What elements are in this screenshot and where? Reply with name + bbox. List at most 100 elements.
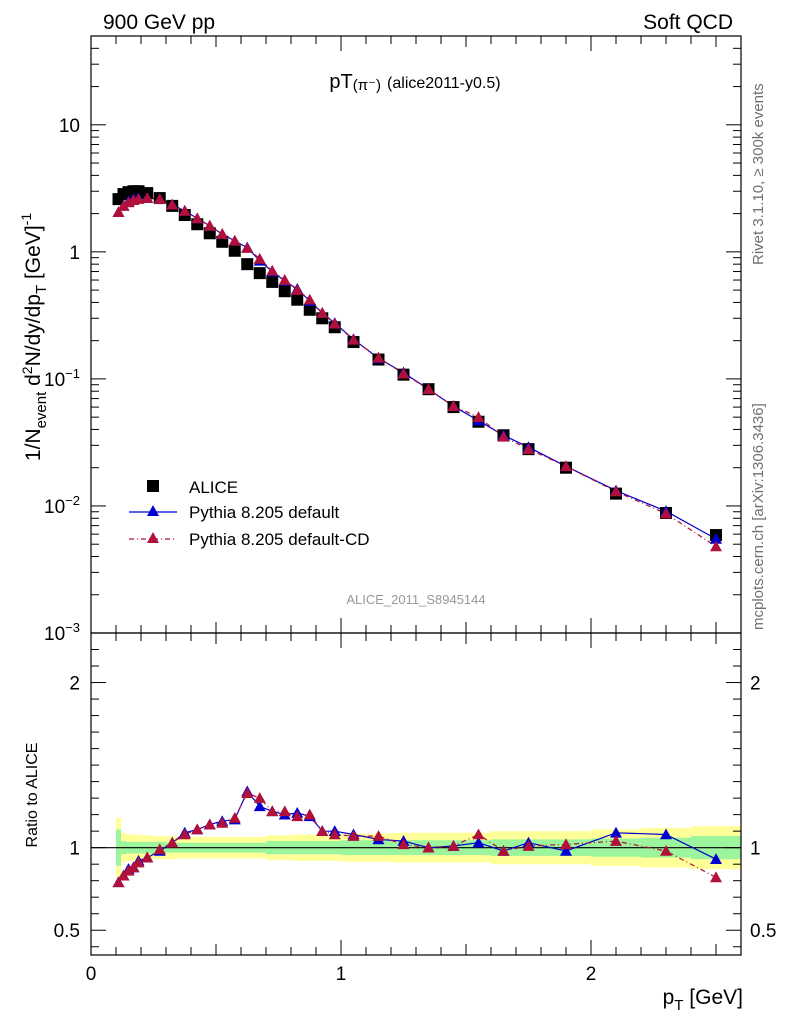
data-point-pythia-cd: [203, 219, 216, 231]
data-point-pythia-cd: [278, 274, 291, 285]
ratio-point-pythia-cd: [191, 823, 204, 835]
data-point-pythia-cd: [132, 193, 145, 204]
ratio-series-layer: [112, 785, 722, 888]
ratio-point-pythia-default: [472, 836, 485, 848]
ratio-point-pythia-default: [560, 844, 572, 856]
legend: ALICE Pythia 8.205 default Pythia 8.205 …: [129, 478, 370, 549]
ratio-point-pythia-cd: [216, 816, 229, 828]
ratio-point-pythia-cd: [522, 840, 535, 851]
analysis-watermark: ALICE_2011_S8945144: [346, 592, 485, 607]
x-axis-label: pT [GeV]: [663, 986, 743, 1014]
ratio-point-pythia-default: [253, 800, 266, 812]
chart-title: pT(π⁻) (alice2011-y0.5): [329, 71, 500, 94]
legend-marker-alice: [147, 480, 159, 492]
ratio-y-tick-label-right: 0.5: [750, 921, 776, 942]
data-point-alice: [253, 267, 266, 280]
ratio-point-pythia-cd: [141, 851, 154, 863]
data-point-pythia-cd: [241, 242, 254, 253]
ratio-y-tick-label-left: 1: [69, 839, 80, 860]
x-tick-label: 1: [336, 964, 347, 985]
data-point-alice: [241, 258, 254, 271]
ratio-point-pythia-cd: [347, 830, 360, 841]
ratio-point-pythia-cd: [278, 805, 291, 817]
data-point-pythia-cd: [447, 400, 460, 411]
ratio-y-tick-label-left: 0.5: [54, 921, 80, 942]
ratio-point-pythia-cd: [397, 838, 410, 850]
ratio-point-pythia-cd: [241, 787, 254, 798]
data-point-pythia-cd: [316, 307, 329, 318]
legend-entry-pythia-cd: Pythia 8.205 default-CD: [189, 530, 370, 549]
rivet-version-label: Rivet 3.1.10, ≥ 300k events: [750, 83, 767, 265]
legend-marker-pythia-default: [147, 505, 159, 516]
ratio-y-tick-label-left: 2: [69, 674, 80, 695]
data-point-pythia-cd: [216, 228, 229, 239]
data-point-pythia-cd: [153, 193, 166, 204]
data-point-pythia-cd: [228, 234, 241, 246]
ratio-point-pythia-cd: [153, 843, 166, 855]
ratio-point-pythia-cd: [422, 841, 435, 853]
x-tick-label: 2: [586, 964, 597, 985]
x-tick-labels: 0 1 2: [86, 964, 597, 985]
data-point-pythia-cd: [472, 411, 485, 422]
header-energy-label: 900 GeV pp: [103, 11, 215, 34]
ratio-point-pythia-cd: [560, 838, 572, 850]
ratio-point-pythia-cd: [710, 871, 722, 883]
ratio-point-pythia-cd: [303, 808, 316, 820]
data-point-alice: [278, 285, 291, 298]
data-point-pythia-cd: [117, 199, 130, 211]
ratio-point-pythia-default: [610, 826, 622, 838]
data-point-pythia-cd: [560, 460, 572, 472]
ratio-y-axis-label: Ratio to ALICE: [24, 743, 41, 848]
ratio-point-pythia-cd: [610, 835, 622, 846]
data-point-alice: [291, 293, 304, 306]
main-series-layer: [112, 185, 722, 552]
main-y-axis-label: 1/Nevent d2N/dy/dpT [GeV]-1: [18, 213, 50, 461]
ratio-point-pythia-default: [710, 853, 722, 865]
data-point-alice: [266, 275, 279, 288]
data-point-pythia-cd: [253, 252, 266, 264]
ratio-point-pythia-cd: [228, 811, 241, 823]
ratio-point-pythia-cd: [112, 876, 125, 888]
main-y-tick-label: 10−1: [44, 366, 80, 391]
data-point-alice: [228, 244, 241, 257]
data-point-pythia-cd: [191, 212, 204, 224]
data-point-pythia-cd: [303, 293, 316, 305]
data-point-pythia-default: [710, 532, 722, 544]
ratio-plot-frame: [90, 632, 742, 956]
ratio-point-pythia-cd: [291, 810, 304, 822]
ratio-point-pythia-cd: [132, 856, 145, 868]
ratio-y-tick-label-right: 1: [750, 839, 761, 860]
main-y-tick-label: 10−3: [44, 620, 80, 645]
data-point-pythia-cd: [422, 383, 435, 394]
data-point-pythia-cd: [141, 192, 154, 203]
data-point-pythia-cd: [328, 317, 341, 329]
main-y-tick-label: 1: [69, 243, 80, 264]
data-point-pythia-cd: [347, 333, 360, 345]
ratio-point-pythia-cd: [166, 836, 179, 848]
mcplots-label: mcplots.cern.ch [arXiv:1306.3436]: [750, 403, 767, 630]
data-point-pythia-cd: [497, 430, 510, 442]
data-point-pythia-cd: [291, 284, 304, 295]
x-tick-label: 0: [86, 964, 97, 985]
ratio-point-pythia-default: [660, 828, 672, 840]
main-y-tick-label: 10−2: [44, 493, 80, 518]
main-panel: pT(π⁻) (alice2011-y0.5) ALICE_2011_S89451…: [18, 35, 742, 645]
header-category-label: Soft QCD: [643, 11, 733, 34]
ratio-point-pythia-cd: [372, 830, 385, 841]
ratio-axis-ticks: [90, 632, 742, 955]
ratio-point-pythia-cd: [497, 844, 510, 856]
ratio-y-tick-label-right: 2: [750, 674, 761, 695]
legend-marker-pythia-cd: [147, 532, 159, 543]
ratio-point-pythia-cd: [266, 805, 279, 817]
data-point-alice: [303, 303, 316, 316]
ratio-point-pythia-cd: [203, 818, 216, 830]
data-point-pythia-cd: [166, 198, 179, 210]
ratio-point-pythia-cd: [472, 828, 485, 840]
ratio-panel: 2 1 0.5 2 1 0.5 0 1 2 Ratio to ALICE pT …: [24, 632, 777, 1014]
main-y-tick-labels: 10 1 10−1 10−2 10−3: [44, 116, 80, 645]
ratio-point-pythia-cd: [660, 844, 672, 856]
ratio-point-pythia-cd: [178, 828, 191, 840]
data-point-pythia-cd: [112, 206, 125, 218]
ratio-y-tick-labels: 2 1 0.5 2 1 0.5: [54, 674, 777, 943]
legend-entry-pythia-default: Pythia 8.205 default: [189, 503, 340, 522]
